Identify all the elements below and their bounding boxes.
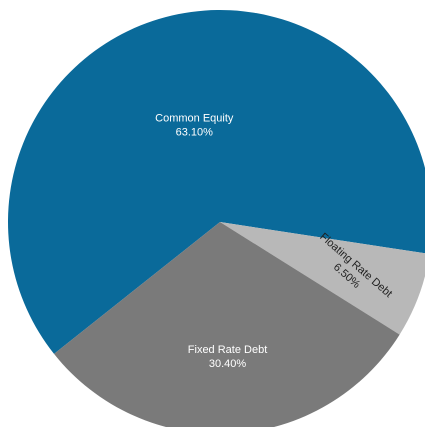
slice-fixed-rate-debt xyxy=(54,222,400,427)
slice-label-fixed-rate-debt: Fixed Rate Debt xyxy=(188,344,267,356)
slices-layer xyxy=(8,10,425,427)
slice-common-equity xyxy=(8,10,425,354)
slice-percent-common-equity: 63.10% xyxy=(176,126,214,138)
slice-label-common-equity: Common Equity xyxy=(155,112,234,124)
slice-percent-fixed-rate-debt: 30.40% xyxy=(209,358,247,370)
slice-floating-rate-debt xyxy=(220,222,425,335)
